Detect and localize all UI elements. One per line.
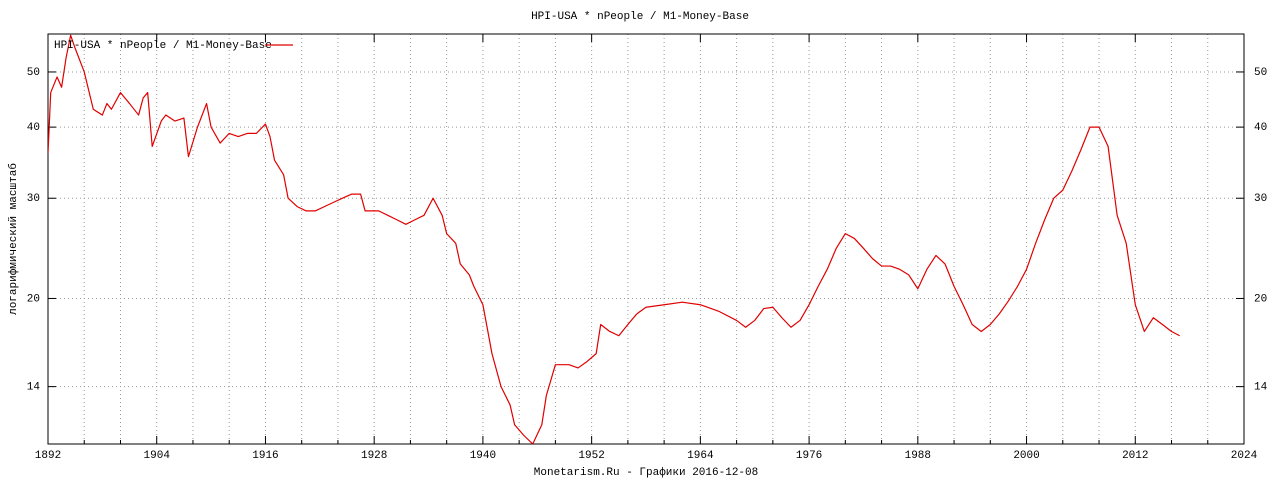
- x-tick-label: 2024: [1231, 450, 1258, 462]
- plot-area: [48, 34, 1180, 444]
- y-tick-label: 30: [1254, 193, 1267, 205]
- x-axis-label: Monetarism.Ru - Графики 2016-12-08: [534, 466, 758, 479]
- x-tick-label: 2012: [1122, 450, 1148, 462]
- x-tick-label: 1928: [361, 450, 387, 462]
- x-tick-label: 1964: [687, 450, 714, 462]
- y-tick-label: 40: [27, 122, 40, 134]
- data-line: [48, 34, 1180, 444]
- y-tick-label: 14: [1254, 382, 1268, 394]
- x-tick-label: 1916: [252, 450, 278, 462]
- y-tick-label: 14: [27, 382, 41, 394]
- y-tick-label: 20: [27, 293, 40, 305]
- x-tick-label: 1988: [905, 450, 931, 462]
- legend-label: HPI-USA * nPeople / M1-Money-Base: [54, 40, 272, 52]
- x-tick-label: 2000: [1013, 450, 1039, 462]
- x-tick-label: 1976: [796, 450, 822, 462]
- x-tick-label: 1940: [470, 450, 496, 462]
- y-tick-label: 50: [27, 67, 40, 79]
- y-tick-label: 50: [1254, 67, 1267, 79]
- plot-border: [47, 33, 1245, 445]
- y-tick-label: 30: [27, 193, 40, 205]
- x-tick-label: 1952: [578, 450, 604, 462]
- y-axis-label: логарифмический масштаб: [7, 163, 20, 315]
- y-tick-label: 40: [1254, 122, 1267, 134]
- chart-title: HPI-USA * nPeople / M1-Money-Base: [531, 11, 749, 23]
- x-tick-label: 1904: [144, 450, 171, 462]
- x-tick-label: 1892: [35, 450, 61, 462]
- y-tick-label: 20: [1254, 293, 1267, 305]
